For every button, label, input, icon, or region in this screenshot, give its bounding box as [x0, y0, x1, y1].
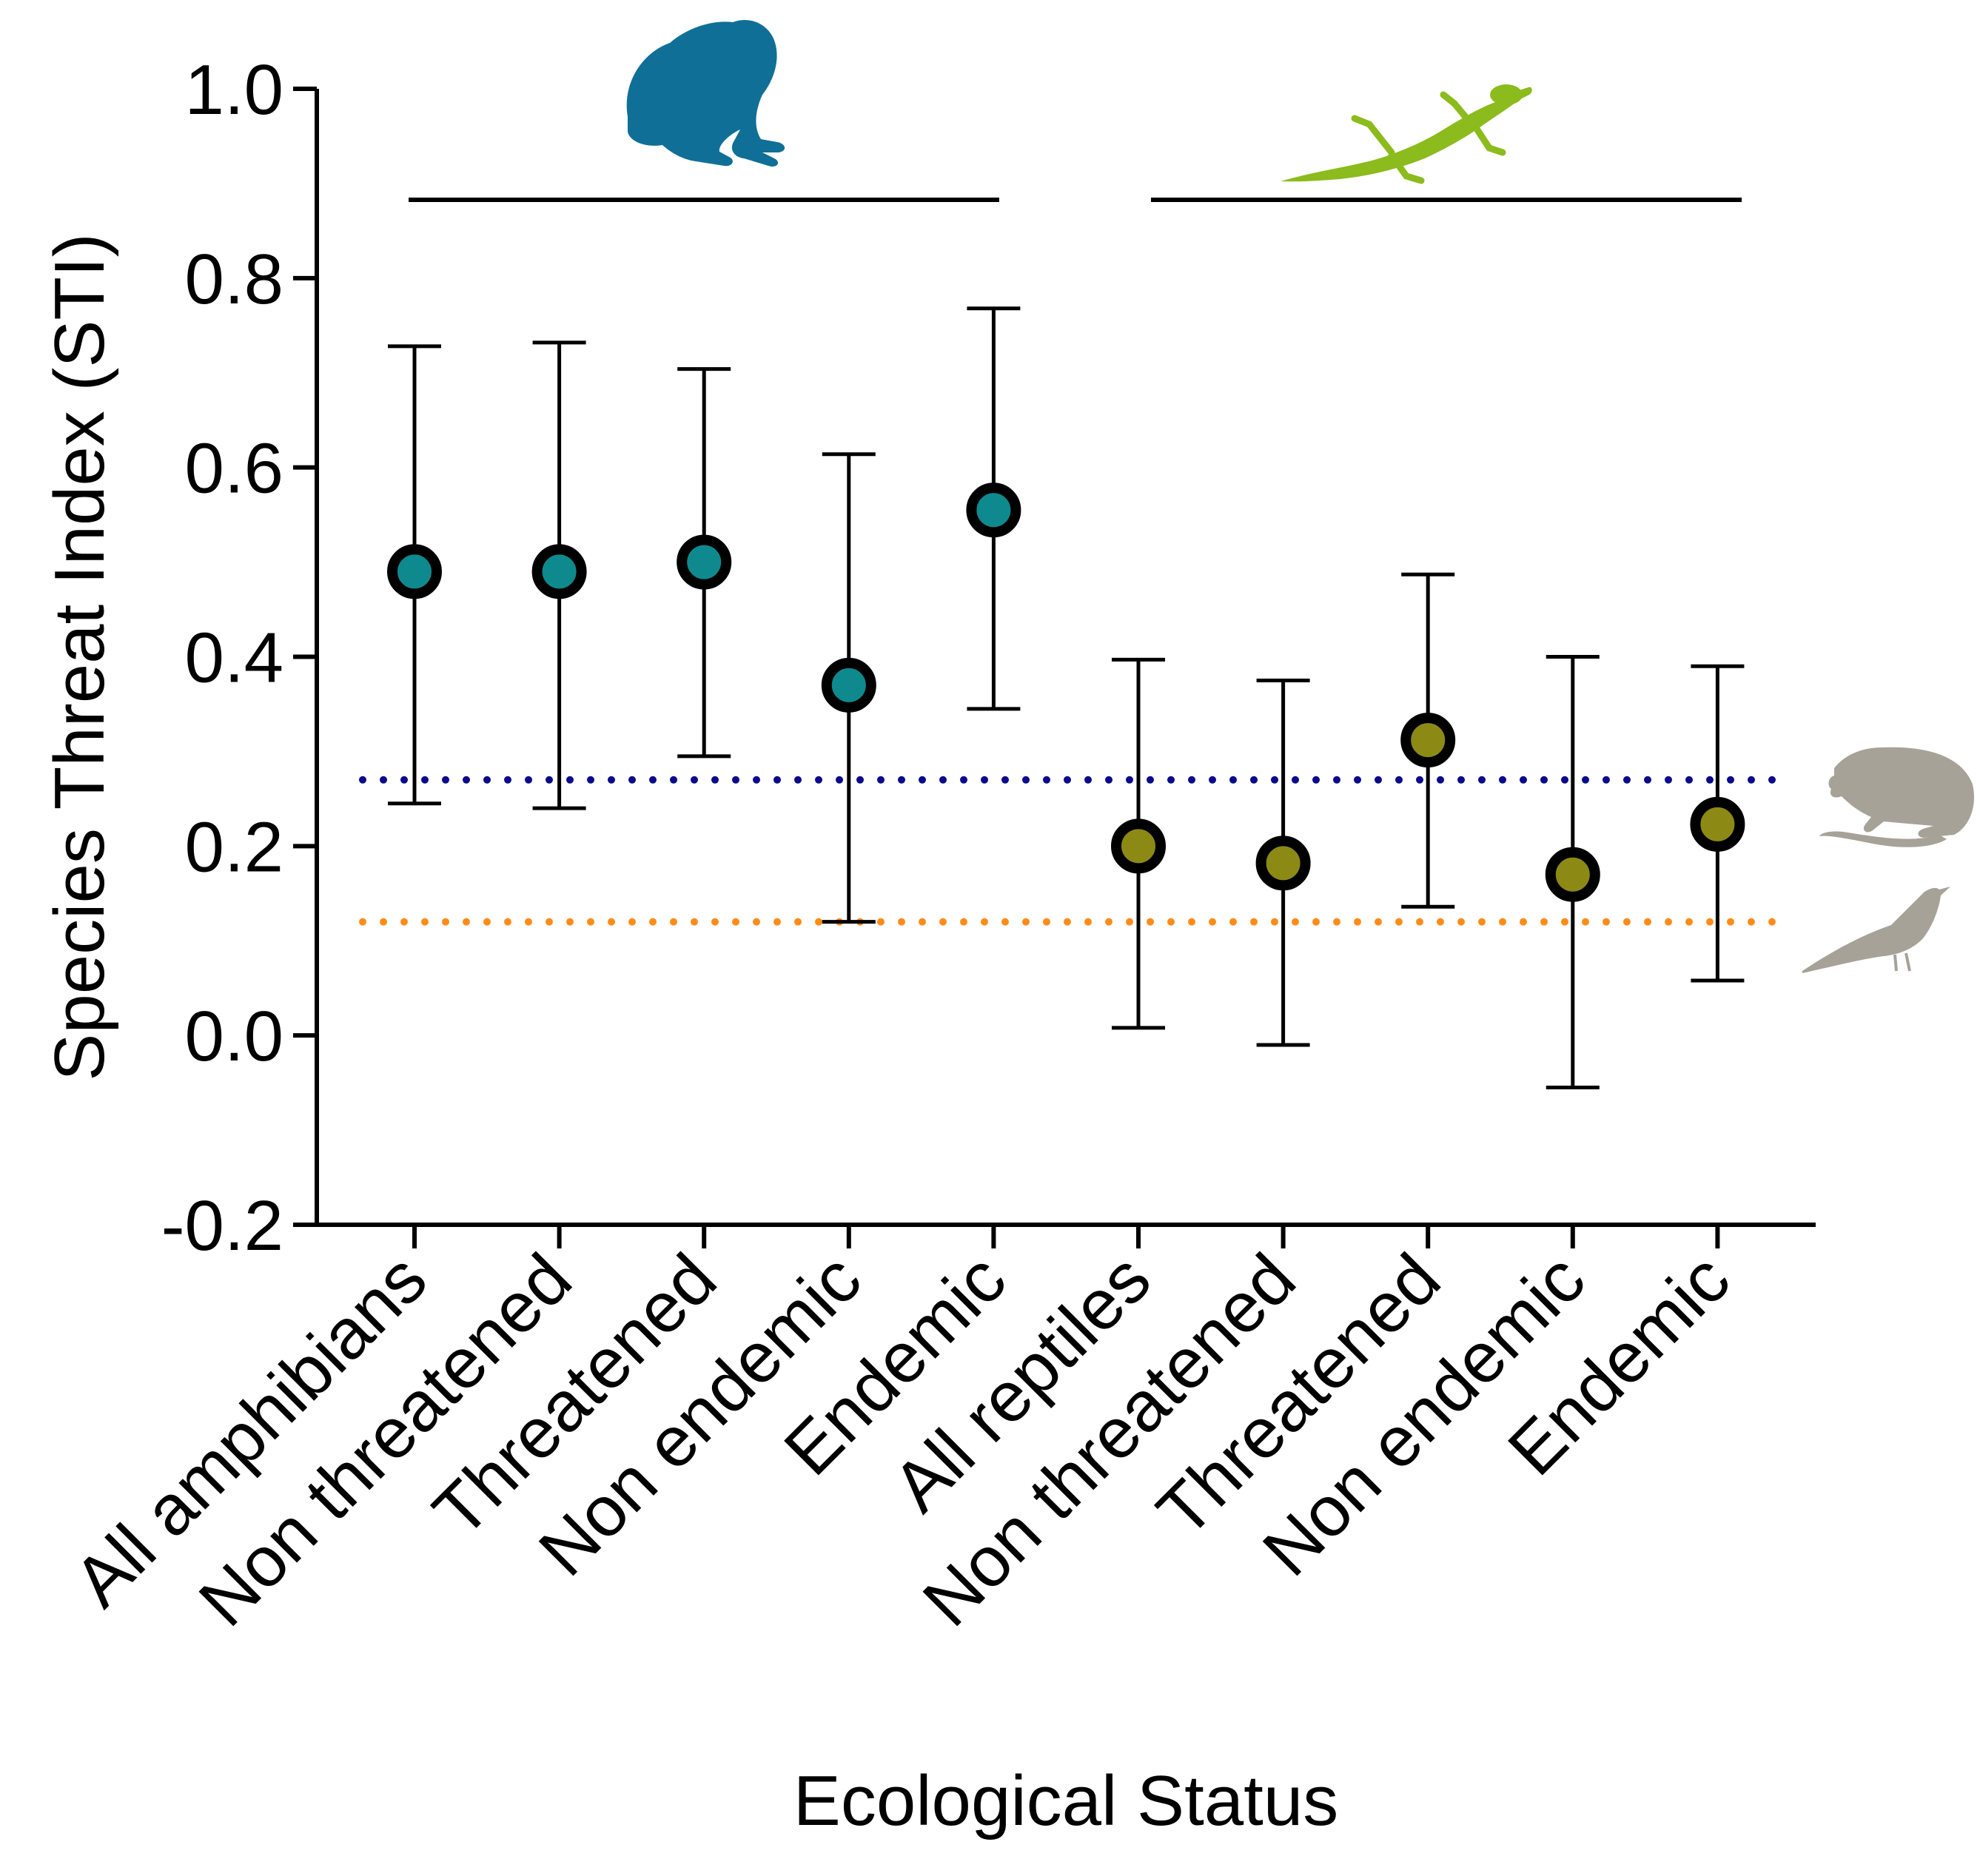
y-axis-ticks: 1.0 0.8 0.6 0.4 0.2 0.0 -0.2	[161, 50, 317, 1265]
frog-icon	[626, 19, 785, 167]
y-tick-label: 0.6	[185, 429, 283, 508]
data-point	[1690, 796, 1745, 852]
y-tick-label: 0.0	[185, 997, 283, 1076]
data-point	[387, 544, 442, 599]
mammal-icon	[1819, 747, 1975, 847]
y-tick-label: -0.2	[161, 1186, 283, 1265]
y-tick-label: 0.4	[185, 619, 283, 698]
data-point	[1111, 818, 1166, 874]
data-point	[1255, 836, 1311, 891]
bird-icon	[1802, 887, 1950, 973]
y-tick-label: 0.2	[185, 807, 283, 887]
data-points	[387, 483, 1745, 902]
y-axis-title: Species Threat Index (STI)	[40, 233, 119, 1080]
data-point	[1545, 847, 1600, 902]
data-point	[677, 534, 732, 590]
data-point	[531, 544, 587, 599]
data-point	[821, 657, 876, 713]
data-point	[966, 483, 1021, 538]
data-point	[1400, 713, 1456, 768]
y-tick-label: 1.0	[185, 50, 283, 130]
error-bars	[388, 306, 1745, 1090]
x-axis-title: Ecological Status	[793, 1761, 1338, 1840]
lizard-icon	[1281, 84, 1532, 184]
y-tick-label: 0.8	[185, 240, 283, 319]
